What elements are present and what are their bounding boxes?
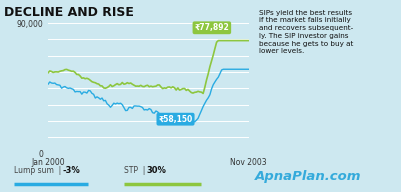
Text: ApnaPlan.com: ApnaPlan.com xyxy=(255,170,361,183)
Text: 30%: 30% xyxy=(146,166,166,175)
Text: DECLINE AND RISE: DECLINE AND RISE xyxy=(4,6,134,19)
Text: SIPs yield the best results
if the market falls initially
and recovers subsequen: SIPs yield the best results if the marke… xyxy=(259,10,353,54)
Text: -3%: -3% xyxy=(62,166,80,175)
Text: ₹58,150: ₹58,150 xyxy=(158,115,192,124)
Text: STP  |: STP | xyxy=(124,166,150,175)
Text: ₹77,892: ₹77,892 xyxy=(194,23,229,32)
Text: Lump sum  |: Lump sum | xyxy=(14,166,66,175)
